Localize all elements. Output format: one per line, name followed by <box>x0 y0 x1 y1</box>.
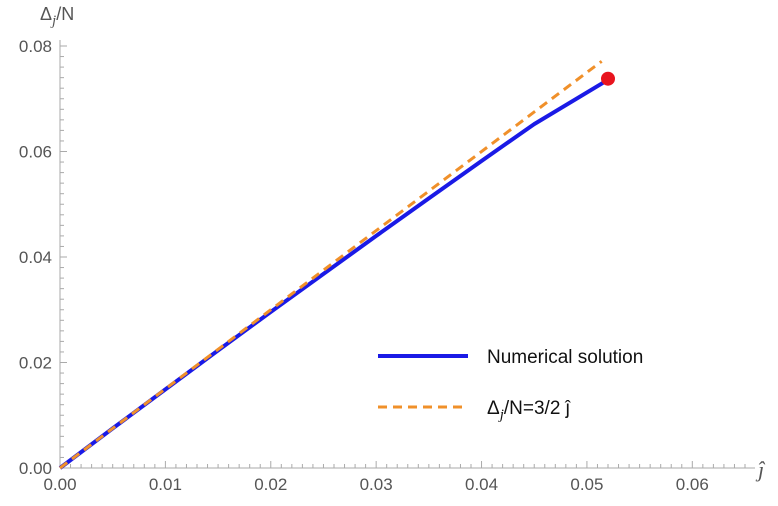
legend: Numerical solution Δj/N=3/2 ĵ <box>378 347 643 423</box>
y-tick-label: 0.08 <box>19 37 52 56</box>
y-axis-title: Δj/N <box>40 4 74 29</box>
x-tick-label: 0.01 <box>149 475 182 494</box>
x-tick-label: 0.05 <box>570 475 603 494</box>
x-tick-label: 0.02 <box>254 475 287 494</box>
axes: 0.00 0.01 0.02 0.03 0.04 0.05 0.06 0.00 0.02 0.04… <box>19 37 755 494</box>
y-tick-label: 0.00 <box>19 459 52 478</box>
x-tick-label: 0.06 <box>676 475 709 494</box>
x-tick-label: 0.04 <box>465 475 498 494</box>
y-axis-title-sub: j <box>50 13 56 29</box>
y-tick-label: 0.04 <box>19 248 52 267</box>
endpoint-marker <box>601 71 615 86</box>
y-tick-label: 0.06 <box>19 143 52 162</box>
legend-label-linear: Δj/N=3/2 ĵ <box>487 398 572 423</box>
y-tick-label: 0.02 <box>19 354 52 373</box>
x-tick-label: 0.03 <box>360 475 393 494</box>
x-axis-title: ĵ <box>755 457 766 482</box>
legend-label-linear-base: Δ <box>487 398 500 419</box>
legend-label-linear-sub: j <box>498 407 504 423</box>
series-layer <box>58 60 615 470</box>
legend-label-linear-tail: /N=3/2 ĵ <box>504 398 572 419</box>
y-axis-title-base: Δ <box>40 4 52 24</box>
x-tick-label: 0.00 <box>43 475 76 494</box>
y-axis-title-tail: /N <box>56 4 74 24</box>
legend-label-numerical: Numerical solution <box>487 347 643 368</box>
series-linear-approximation-line <box>59 60 603 470</box>
